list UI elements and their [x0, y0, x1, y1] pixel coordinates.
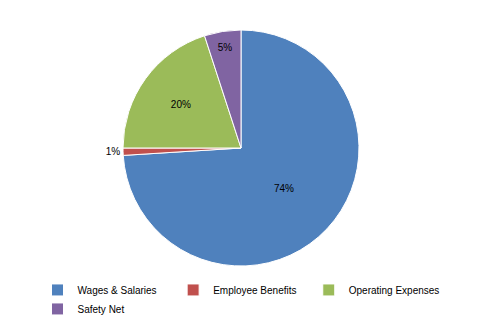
svg-text:74%: 74%	[274, 183, 294, 194]
svg-text:20%: 20%	[171, 99, 191, 110]
svg-text:Wages & Salaries: Wages & Salaries	[78, 285, 157, 296]
svg-text:Safety Net: Safety Net	[78, 304, 125, 315]
svg-text:5%: 5%	[218, 42, 233, 53]
svg-text:Employee Benefits: Employee Benefits	[213, 285, 296, 296]
svg-text:1%: 1%	[106, 146, 121, 157]
svg-text:Operating Expenses: Operating Expenses	[349, 285, 440, 296]
